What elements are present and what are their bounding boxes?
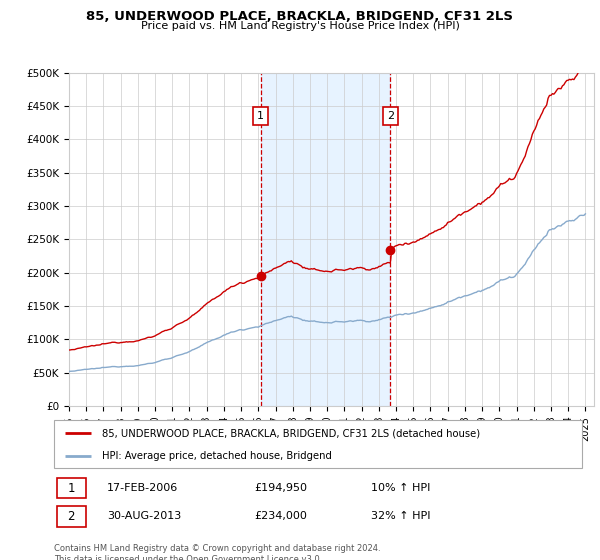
Text: £234,000: £234,000 (254, 511, 308, 521)
Text: 2: 2 (67, 510, 75, 523)
Text: HPI: Average price, detached house, Bridgend: HPI: Average price, detached house, Brid… (101, 451, 331, 461)
Text: 85, UNDERWOOD PLACE, BRACKLA, BRIDGEND, CF31 2LS (detached house): 85, UNDERWOOD PLACE, BRACKLA, BRIDGEND, … (101, 428, 479, 438)
Text: 30-AUG-2013: 30-AUG-2013 (107, 511, 181, 521)
Text: 32% ↑ HPI: 32% ↑ HPI (371, 511, 430, 521)
Text: 1: 1 (67, 482, 75, 494)
Text: Contains HM Land Registry data © Crown copyright and database right 2024.
This d: Contains HM Land Registry data © Crown c… (54, 544, 380, 560)
Bar (56, 506, 86, 526)
Text: 10% ↑ HPI: 10% ↑ HPI (371, 483, 430, 493)
Bar (56, 478, 86, 498)
Text: 1: 1 (257, 111, 264, 121)
Text: Price paid vs. HM Land Registry's House Price Index (HPI): Price paid vs. HM Land Registry's House … (140, 21, 460, 31)
Text: 2: 2 (386, 111, 394, 121)
Text: £194,950: £194,950 (254, 483, 308, 493)
Bar (260, 73, 390, 406)
Text: 85, UNDERWOOD PLACE, BRACKLA, BRIDGEND, CF31 2LS: 85, UNDERWOOD PLACE, BRACKLA, BRIDGEND, … (86, 10, 514, 23)
Text: 17-FEB-2006: 17-FEB-2006 (107, 483, 178, 493)
